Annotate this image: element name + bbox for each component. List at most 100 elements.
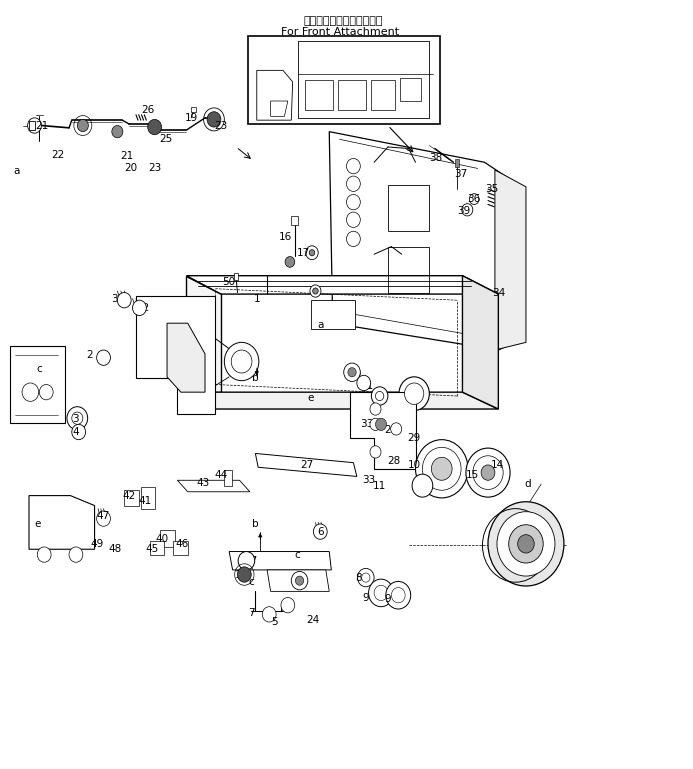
Circle shape	[306, 246, 318, 260]
Polygon shape	[136, 296, 216, 414]
Circle shape	[370, 446, 381, 458]
Text: 33: 33	[111, 294, 124, 304]
Text: 39: 39	[457, 206, 471, 216]
Circle shape	[295, 576, 304, 585]
Text: b: b	[252, 519, 258, 529]
Polygon shape	[329, 131, 523, 350]
Polygon shape	[298, 42, 430, 118]
Text: 50: 50	[222, 277, 236, 287]
Bar	[338, 79, 366, 110]
Circle shape	[518, 534, 534, 553]
Circle shape	[362, 573, 370, 582]
Circle shape	[281, 598, 295, 613]
Circle shape	[313, 288, 318, 294]
Circle shape	[96, 511, 110, 526]
Circle shape	[392, 588, 405, 603]
Circle shape	[313, 524, 327, 539]
Text: a: a	[13, 167, 20, 177]
Circle shape	[405, 383, 424, 404]
Circle shape	[391, 423, 402, 435]
Circle shape	[374, 585, 388, 601]
Circle shape	[225, 342, 259, 381]
Circle shape	[348, 368, 356, 377]
Circle shape	[469, 194, 479, 205]
Text: 4: 4	[405, 390, 412, 400]
Bar	[388, 247, 430, 292]
Circle shape	[285, 257, 295, 268]
Circle shape	[371, 387, 388, 405]
Polygon shape	[177, 481, 250, 491]
Text: 12: 12	[534, 542, 547, 552]
Circle shape	[386, 581, 411, 609]
Bar	[310, 300, 356, 329]
Text: For Front Attachment: For Front Attachment	[281, 27, 398, 37]
Text: 23: 23	[148, 164, 161, 174]
Polygon shape	[256, 454, 357, 477]
Bar	[305, 79, 333, 110]
Bar	[371, 79, 395, 110]
Text: 34: 34	[492, 288, 505, 298]
Circle shape	[148, 119, 161, 135]
Circle shape	[67, 407, 88, 430]
Text: 29: 29	[407, 433, 421, 443]
Circle shape	[238, 551, 255, 570]
Text: 8: 8	[356, 573, 362, 583]
Text: 47: 47	[97, 511, 110, 521]
Bar	[160, 530, 175, 547]
Text: 46: 46	[175, 539, 189, 549]
Circle shape	[423, 448, 461, 491]
Text: フロントアタッチメント用: フロントアタッチメント用	[304, 15, 383, 25]
Bar	[124, 491, 139, 505]
Text: c: c	[248, 578, 254, 588]
Circle shape	[117, 292, 131, 308]
Circle shape	[376, 418, 387, 431]
Circle shape	[291, 571, 308, 590]
Circle shape	[416, 440, 468, 498]
Text: 20: 20	[125, 164, 138, 174]
Text: c: c	[294, 550, 299, 560]
Circle shape	[72, 412, 83, 424]
Polygon shape	[186, 276, 221, 392]
Text: 30: 30	[348, 371, 361, 381]
Bar	[29, 121, 35, 130]
Circle shape	[309, 250, 315, 256]
Bar	[150, 541, 164, 554]
Circle shape	[96, 350, 110, 365]
Circle shape	[399, 377, 430, 411]
Text: 5: 5	[271, 617, 277, 627]
Text: 19: 19	[184, 113, 198, 123]
Circle shape	[369, 579, 394, 607]
Text: 42: 42	[123, 491, 136, 501]
Circle shape	[462, 204, 473, 216]
Circle shape	[473, 456, 503, 490]
Circle shape	[37, 547, 51, 562]
Bar	[401, 78, 421, 101]
Text: 33: 33	[360, 419, 374, 429]
Text: 1: 1	[254, 294, 260, 304]
Circle shape	[358, 568, 374, 587]
Circle shape	[432, 458, 452, 481]
Text: 33: 33	[362, 475, 375, 485]
Text: 4: 4	[73, 427, 79, 437]
Text: 40: 40	[155, 534, 168, 544]
Text: 3: 3	[73, 414, 79, 424]
Bar	[249, 36, 440, 124]
Text: 17: 17	[245, 556, 258, 566]
Text: 44: 44	[214, 470, 227, 480]
Text: 21: 21	[35, 121, 48, 131]
Text: 21: 21	[121, 151, 134, 161]
Text: e: e	[308, 393, 314, 403]
Circle shape	[370, 418, 381, 431]
Polygon shape	[29, 495, 94, 549]
Circle shape	[132, 300, 146, 315]
Circle shape	[370, 403, 381, 415]
Polygon shape	[229, 551, 331, 570]
Text: 41: 41	[139, 496, 152, 506]
Circle shape	[310, 285, 321, 297]
Circle shape	[412, 474, 432, 497]
Circle shape	[488, 501, 564, 586]
Circle shape	[262, 607, 276, 622]
Text: 28: 28	[385, 425, 398, 435]
Text: 6: 6	[317, 527, 324, 537]
Text: 15: 15	[466, 470, 479, 480]
